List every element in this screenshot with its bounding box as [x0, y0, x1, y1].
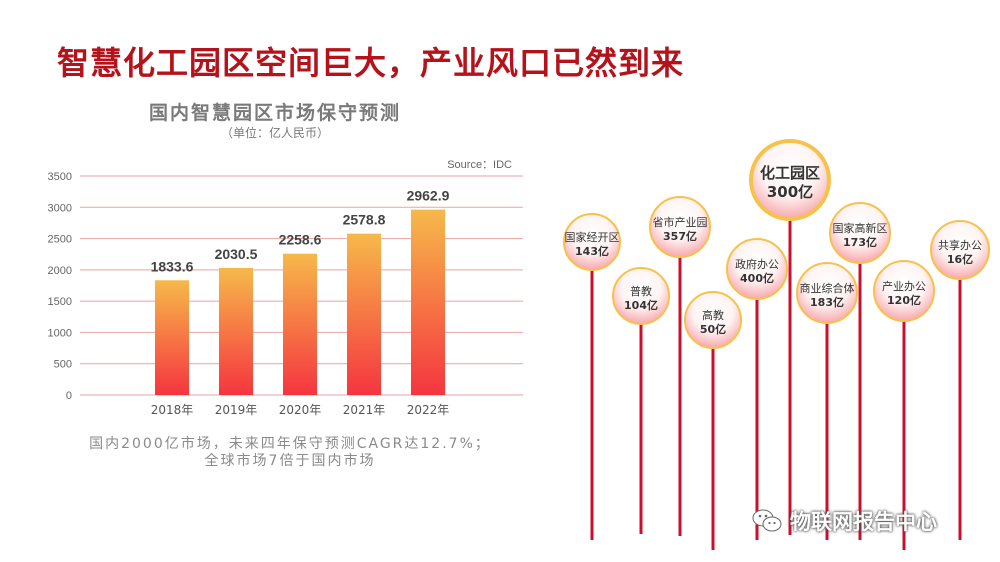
x-tick-label: 2018年 [151, 403, 194, 417]
bar-2020年 [283, 253, 317, 395]
segment-name: 化工园区 [760, 164, 820, 182]
segment-value: 183亿 [810, 295, 844, 309]
x-tick-label: 2022年 [407, 403, 450, 417]
y-tick-label: 1000 [48, 327, 72, 339]
segment-bubble-diagram: 国家经开区143亿普教104亿省市产业园357亿高教50亿政府办公400亿化工园… [563, 139, 990, 550]
bubbles: 国家经开区143亿普教104亿省市产业园357亿高教50亿政府办公400亿化工园… [563, 139, 990, 349]
segment-name: 国家经开区 [565, 230, 620, 244]
y-tick-label: 3000 [48, 202, 72, 214]
watermark: 物联网报告中心 [752, 506, 937, 536]
segment-value: 50亿 [700, 322, 726, 336]
bars: 1833.6 2030.5 2258.6 2578.8 2962.9 [151, 188, 450, 395]
note-line-1: 国内2000亿市场，未来四年保守预测CAGR达12.7%； [89, 436, 491, 452]
bubble-circle [749, 139, 831, 221]
segment-name: 普教 [630, 284, 652, 298]
bubble-circle [726, 238, 788, 300]
x-tick-label: 2020年 [279, 403, 322, 417]
x-axis-ticks: 2018年 2019年 2020年 2021年 2022年 [151, 403, 450, 417]
segment-name: 国家高新区 [833, 221, 888, 235]
bar-2022年 [411, 209, 445, 395]
slide-title: 智慧化工园区空间巨大，产业风口已然到来 [57, 44, 685, 82]
bubble-circle [563, 213, 621, 271]
bubble-circle [930, 220, 990, 280]
y-tick-label: 2000 [48, 265, 72, 277]
wechat-icon [752, 509, 782, 532]
segment-value: 16亿 [947, 252, 973, 266]
segment-name: 高教 [702, 308, 724, 322]
x-tick-label: 2019年 [215, 403, 258, 417]
note-line-2: 全球市场7倍于国内市场 [204, 453, 376, 469]
bar-2021年 [347, 233, 381, 395]
bar-value-label: 2962.9 [407, 188, 450, 204]
bubble-sticks [590, 217, 962, 550]
bubble-circle [796, 262, 858, 324]
bar-value-label: 2578.8 [343, 212, 386, 228]
segment-name: 商业综合体 [800, 281, 855, 295]
x-tick-label: 2021年 [343, 403, 386, 417]
y-tick-label: 0 [66, 390, 72, 402]
chart-title: 国内智慧园区市场保守预测 [148, 102, 401, 124]
segment-value: 120亿 [887, 293, 921, 307]
bubble-circle [684, 291, 742, 349]
market-bar-chart: 0 500 1000 1500 2000 2500 3000 3500 1833.6 2030.… [48, 159, 523, 417]
segment-name: 省市产业园 [653, 215, 708, 229]
y-tick-label: 1500 [48, 296, 72, 308]
segment-value: 300亿 [767, 183, 813, 201]
segment-name: 产业办公 [882, 279, 926, 293]
bubble-circle [873, 260, 935, 322]
segment-value: 400亿 [740, 271, 774, 285]
segment-value: 173亿 [843, 235, 877, 249]
bar-2019年 [219, 267, 253, 395]
segment-value: 357亿 [663, 229, 697, 243]
bubble-circle [649, 196, 711, 258]
bubble-circle [612, 267, 670, 325]
y-tick-label: 500 [54, 359, 72, 371]
segment-value: 104亿 [624, 298, 658, 312]
bar-value-label: 1833.6 [151, 258, 194, 274]
segment-value: 143亿 [575, 244, 609, 258]
bubble-circle [829, 202, 891, 264]
y-axis-ticks: 0 500 1000 1500 2000 2500 3000 3500 [48, 171, 72, 402]
segment-name: 政府办公 [735, 257, 779, 271]
market-note: 国内2000亿市场，未来四年保守预测CAGR达12.7%； 全球市场7倍于国内市… [30, 436, 550, 470]
bar-value-label: 2030.5 [215, 246, 258, 262]
source-label: Source：IDC [447, 159, 512, 171]
segment-name: 共享办公 [938, 238, 982, 252]
watermark-text: 物联网报告中心 [790, 510, 937, 534]
bar-2018年 [155, 280, 189, 395]
y-tick-label: 3500 [48, 171, 72, 183]
bar-value-label: 2258.6 [279, 232, 322, 248]
chart-subtitle: （单位：亿人民币） [220, 126, 329, 140]
y-tick-label: 2500 [48, 234, 72, 246]
